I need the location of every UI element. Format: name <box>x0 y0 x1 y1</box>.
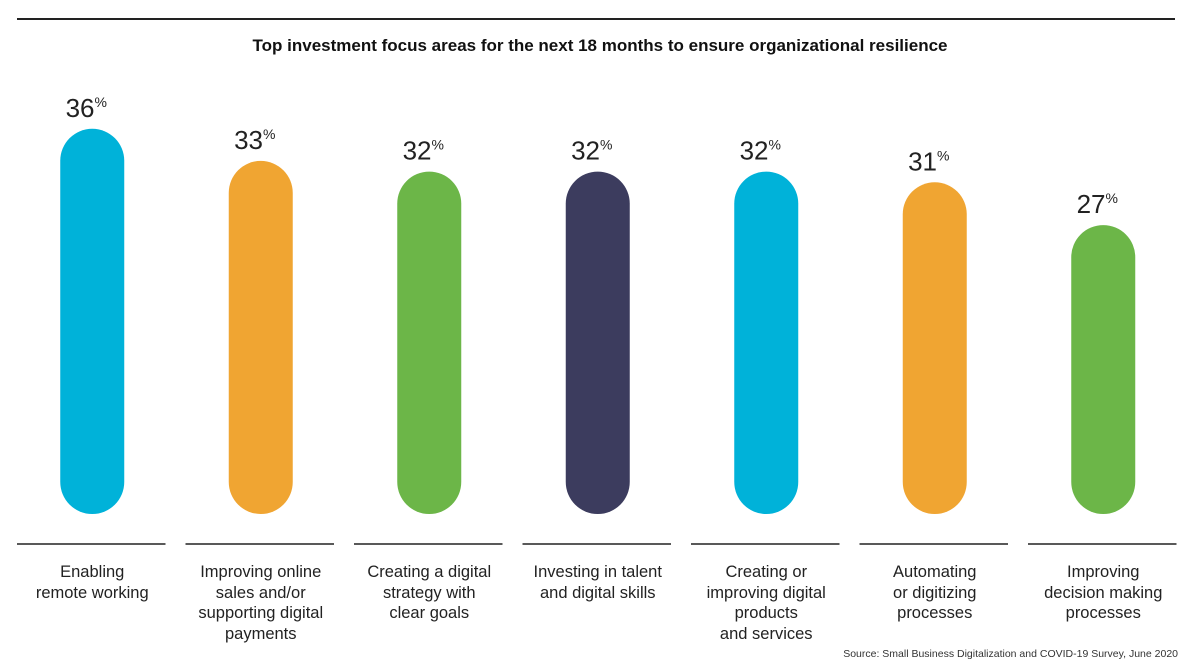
category-label-1: Enabling remote working <box>35 563 149 602</box>
bar-6 <box>902 182 967 515</box>
category-label-2: Improving online sales and/or supporting… <box>198 563 324 643</box>
value-label-2: 33% <box>234 125 275 155</box>
category-label-5: Creating or improving digital products a… <box>706 563 826 643</box>
value-label-1: 36% <box>66 93 107 123</box>
bar-4 <box>565 171 630 514</box>
source-note: Source: Small Business Digitalization an… <box>843 648 1178 660</box>
bar-1 <box>60 128 125 515</box>
value-label-5: 32% <box>740 136 781 166</box>
bar-3 <box>397 171 462 514</box>
value-label-7: 27% <box>1077 189 1118 219</box>
bar-7 <box>1071 225 1136 514</box>
value-label-6: 31% <box>908 146 949 176</box>
category-label-3: Creating a digital strategy with clear g… <box>367 563 492 622</box>
bar-2 <box>228 160 293 514</box>
category-label-6: Automating or digitizing processes <box>893 563 977 622</box>
value-label-4: 32% <box>571 136 612 166</box>
value-label-3: 32% <box>403 136 444 166</box>
top-rule <box>17 18 1175 20</box>
category-label-4: Investing in talent and digital skills <box>533 563 662 602</box>
category-label-7: Improving decision making processes <box>1044 563 1163 622</box>
chart-title: Top investment focus areas for the next … <box>252 36 948 55</box>
bar-5 <box>734 171 799 514</box>
